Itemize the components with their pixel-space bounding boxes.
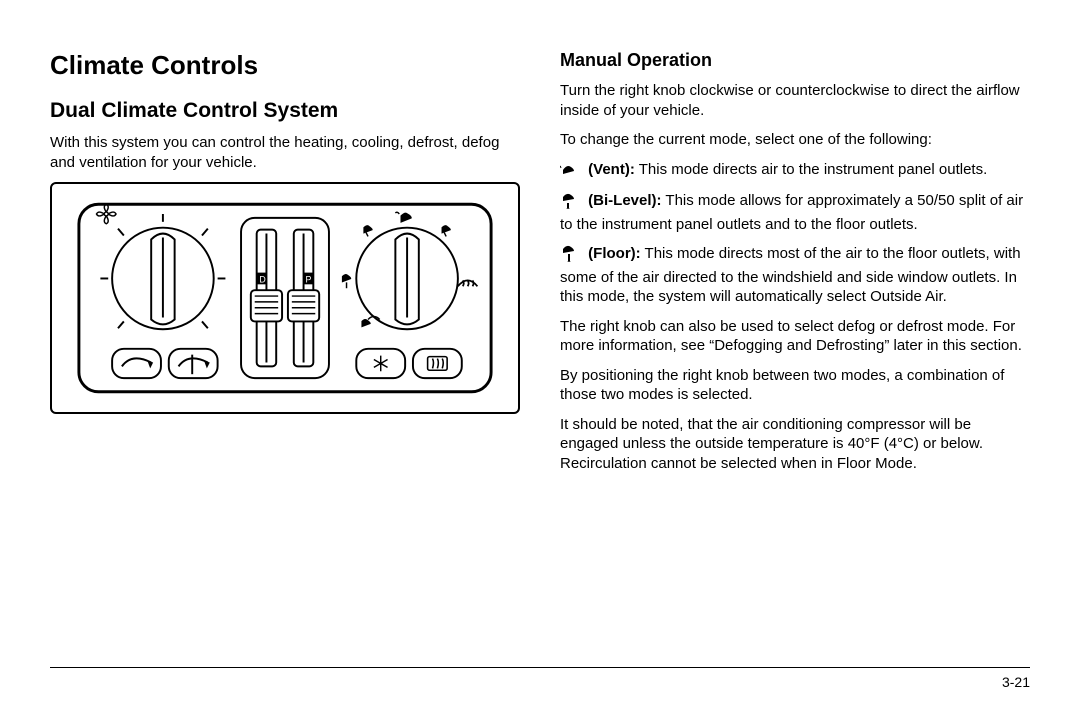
svg-text:D: D xyxy=(259,274,265,284)
bilevel-icon xyxy=(560,191,580,215)
subsection-title: Dual Climate Control System xyxy=(50,99,520,123)
climate-control-figure: D P xyxy=(50,182,520,414)
page-number: 3-21 xyxy=(1002,674,1030,690)
manual-p3: The right knob can also be used to selec… xyxy=(560,317,1030,356)
mode-bilevel: (Bi-Level): This mode allows for approxi… xyxy=(560,191,1030,234)
content-columns: Climate Controls Dual Climate Control Sy… xyxy=(50,50,1030,667)
mode-vent: (Vent): This mode directs air to the ins… xyxy=(560,160,1030,182)
floor-label: (Floor): xyxy=(588,245,640,262)
floor-icon xyxy=(560,244,580,268)
vent-label: (Vent): xyxy=(588,161,635,178)
mode-floor: (Floor): This mode directs most of the a… xyxy=(560,244,1030,307)
vent-text: This mode directs air to the instrument … xyxy=(635,161,987,178)
manual-p2: To change the current mode, select one o… xyxy=(560,130,1030,150)
manual-operation-heading: Manual Operation xyxy=(560,50,1030,71)
temp-sliders-icon: D P xyxy=(241,218,329,378)
bilevel-label: (Bi-Level): xyxy=(588,192,661,209)
right-column: Manual Operation Turn the right knob clo… xyxy=(560,50,1030,667)
manual-p1: Turn the right knob clockwise or counter… xyxy=(560,81,1030,120)
manual-p4: By positioning the right knob between tw… xyxy=(560,366,1030,405)
left-column: Climate Controls Dual Climate Control Sy… xyxy=(50,50,520,667)
section-title: Climate Controls xyxy=(50,50,520,81)
page-footer: 3-21 xyxy=(50,667,1030,690)
climate-control-svg: D P xyxy=(75,198,495,398)
svg-text:P: P xyxy=(306,274,312,284)
manual-page: Climate Controls Dual Climate Control Sy… xyxy=(0,0,1080,720)
vent-icon xyxy=(560,160,580,182)
intro-paragraph: With this system you can control the hea… xyxy=(50,133,520,172)
manual-p5: It should be noted, that the air conditi… xyxy=(560,415,1030,474)
